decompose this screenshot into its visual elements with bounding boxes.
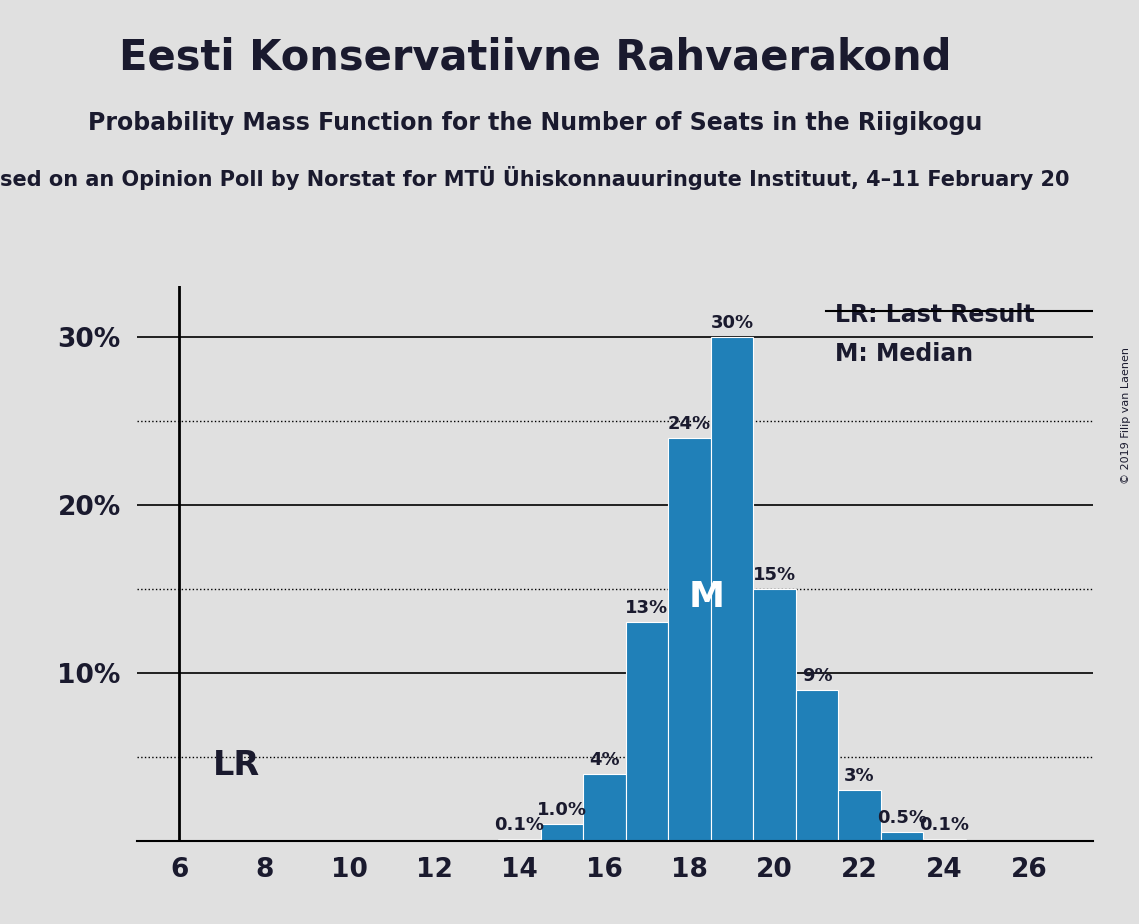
Text: © 2019 Filip van Laenen: © 2019 Filip van Laenen	[1121, 347, 1131, 484]
Bar	[625, 623, 669, 841]
Text: 9%: 9%	[802, 666, 833, 685]
Bar	[583, 773, 625, 841]
Text: 24%: 24%	[667, 415, 711, 432]
Text: 15%: 15%	[753, 565, 796, 584]
Bar	[753, 589, 796, 841]
Text: 4%: 4%	[589, 750, 620, 769]
Text: 13%: 13%	[625, 600, 669, 617]
Bar	[880, 833, 924, 841]
Text: 3%: 3%	[844, 768, 875, 785]
Text: Eesti Konservatiivne Rahvaerakond: Eesti Konservatiivne Rahvaerakond	[120, 37, 951, 79]
Text: sed on an Opinion Poll by Norstat for MTÜ Ühiskonnauuringute Instituut, 4–11 Feb: sed on an Opinion Poll by Norstat for MT…	[0, 166, 1070, 190]
Text: Probability Mass Function for the Number of Seats in the Riigikogu: Probability Mass Function for the Number…	[88, 111, 983, 135]
Bar	[796, 689, 838, 841]
Bar	[541, 824, 583, 841]
Text: 0.1%: 0.1%	[494, 816, 544, 834]
Text: 30%: 30%	[711, 314, 754, 332]
Bar	[669, 438, 711, 841]
Text: 0.5%: 0.5%	[877, 809, 927, 827]
Text: 0.1%: 0.1%	[919, 816, 969, 834]
Text: M: Median: M: Median	[835, 342, 973, 366]
Text: 1.0%: 1.0%	[536, 801, 587, 819]
Bar	[924, 839, 966, 841]
Text: LR: Last Result: LR: Last Result	[835, 303, 1035, 327]
Text: LR: LR	[213, 748, 261, 782]
Text: M: M	[688, 580, 724, 614]
Bar	[838, 790, 880, 841]
Bar	[498, 839, 541, 841]
Bar	[711, 337, 753, 841]
